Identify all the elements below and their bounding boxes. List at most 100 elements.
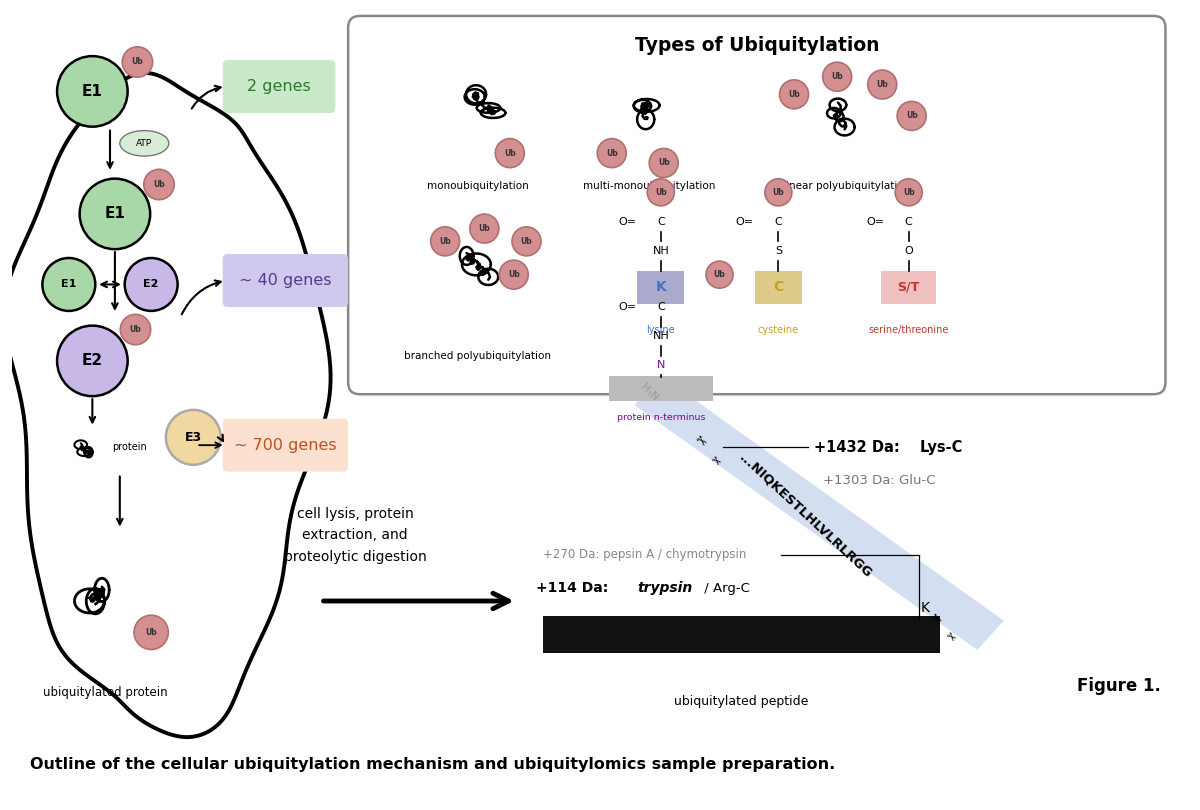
Text: O=: O= bbox=[736, 217, 754, 227]
Circle shape bbox=[120, 314, 151, 345]
Text: E1: E1 bbox=[82, 84, 103, 99]
Circle shape bbox=[496, 139, 524, 168]
Text: +270 Da: pepsin A / chymotrypsin: +270 Da: pepsin A / chymotrypsin bbox=[544, 548, 746, 561]
Text: ATP: ATP bbox=[137, 139, 152, 148]
Circle shape bbox=[166, 410, 221, 465]
Text: Ub: Ub bbox=[130, 325, 142, 334]
Text: S/T: S/T bbox=[898, 281, 920, 294]
Text: NH: NH bbox=[653, 331, 670, 341]
Circle shape bbox=[706, 261, 733, 288]
Circle shape bbox=[431, 227, 460, 256]
Text: cell lysis, protein
extraction, and
proteolytic digestion: cell lysis, protein extraction, and prot… bbox=[283, 506, 426, 564]
Text: Outline of the cellular ubiquitylation mechanism and ubiquitylomics sample prepa: Outline of the cellular ubiquitylation m… bbox=[30, 757, 835, 772]
Text: Ub: Ub bbox=[876, 80, 888, 89]
Circle shape bbox=[898, 101, 926, 130]
Circle shape bbox=[512, 227, 541, 256]
Circle shape bbox=[647, 179, 674, 206]
Text: Ub: Ub bbox=[773, 188, 785, 197]
Text: C: C bbox=[905, 217, 912, 227]
Text: ✂: ✂ bbox=[708, 453, 724, 469]
FancyBboxPatch shape bbox=[544, 616, 940, 653]
Text: ✂: ✂ bbox=[926, 611, 944, 629]
Text: Ub: Ub bbox=[606, 149, 618, 158]
Text: O=: O= bbox=[618, 217, 636, 227]
Ellipse shape bbox=[120, 130, 169, 156]
Text: N: N bbox=[656, 360, 665, 370]
Text: E2: E2 bbox=[82, 353, 103, 369]
Text: Ub: Ub bbox=[508, 271, 520, 279]
Text: 2 genes: 2 genes bbox=[247, 79, 311, 94]
Circle shape bbox=[144, 169, 174, 200]
Text: Ub: Ub bbox=[504, 149, 516, 158]
FancyBboxPatch shape bbox=[348, 16, 1165, 394]
Text: ...NIQKESTLHLVLRLRGG: ...NIQKESTLHLVLRLRGG bbox=[737, 451, 875, 581]
FancyBboxPatch shape bbox=[881, 271, 936, 304]
Text: +1303 Da: Glu-C: +1303 Da: Glu-C bbox=[823, 474, 936, 487]
Circle shape bbox=[79, 179, 150, 249]
Text: +114 Da:: +114 Da: bbox=[536, 582, 613, 595]
Circle shape bbox=[42, 258, 95, 311]
Circle shape bbox=[895, 179, 923, 206]
Text: branched polyubiquitylation: branched polyubiquitylation bbox=[404, 351, 551, 361]
Circle shape bbox=[122, 47, 152, 77]
Text: Types of Ubiquitylation: Types of Ubiquitylation bbox=[635, 36, 880, 55]
Circle shape bbox=[125, 258, 178, 311]
Text: Figure 1.: Figure 1. bbox=[1076, 677, 1160, 695]
Circle shape bbox=[764, 179, 792, 206]
Polygon shape bbox=[635, 376, 1003, 650]
Circle shape bbox=[58, 56, 127, 126]
Text: C: C bbox=[656, 302, 665, 312]
Text: Ub: Ub bbox=[832, 72, 844, 81]
Text: E1: E1 bbox=[104, 207, 125, 221]
Circle shape bbox=[598, 139, 626, 168]
Text: linear polyubiquitylation: linear polyubiquitylation bbox=[784, 181, 911, 191]
Text: E2: E2 bbox=[144, 279, 158, 289]
Text: Ub: Ub bbox=[145, 628, 157, 637]
FancyBboxPatch shape bbox=[223, 419, 348, 471]
Text: O=: O= bbox=[866, 217, 884, 227]
Text: C: C bbox=[774, 217, 782, 227]
Circle shape bbox=[649, 148, 678, 177]
Text: Ub: Ub bbox=[902, 188, 914, 197]
Text: S: S bbox=[775, 246, 782, 256]
FancyBboxPatch shape bbox=[223, 254, 348, 307]
FancyBboxPatch shape bbox=[223, 60, 336, 113]
Circle shape bbox=[58, 326, 127, 396]
Text: ~ 700 genes: ~ 700 genes bbox=[234, 437, 337, 453]
Text: Ub: Ub bbox=[132, 58, 143, 66]
Circle shape bbox=[134, 616, 168, 650]
Text: K: K bbox=[920, 601, 930, 615]
Circle shape bbox=[823, 62, 852, 92]
Text: C: C bbox=[773, 280, 784, 294]
Text: Ub: Ub bbox=[906, 112, 918, 121]
Text: Ub: Ub bbox=[154, 180, 164, 189]
Text: K: K bbox=[655, 280, 666, 294]
Text: protein: protein bbox=[113, 442, 146, 452]
Text: serine/threonine: serine/threonine bbox=[869, 325, 949, 335]
Text: NH: NH bbox=[653, 246, 670, 256]
Text: +1432 Da:: +1432 Da: bbox=[814, 440, 905, 454]
Text: protein n-terminus: protein n-terminus bbox=[617, 413, 706, 422]
Text: Ub: Ub bbox=[658, 159, 670, 168]
Text: C: C bbox=[656, 217, 665, 227]
Text: Ub: Ub bbox=[655, 188, 667, 197]
Text: / Arg-C: / Arg-C bbox=[700, 582, 750, 595]
Text: ✂: ✂ bbox=[943, 629, 959, 646]
Text: trypsin: trypsin bbox=[637, 582, 692, 595]
Text: ~ 40 genes: ~ 40 genes bbox=[239, 273, 331, 288]
Text: multi-monoubiquitylation: multi-monoubiquitylation bbox=[583, 181, 715, 191]
Text: Ub: Ub bbox=[521, 237, 533, 246]
Text: ubiquitylated peptide: ubiquitylated peptide bbox=[674, 696, 809, 709]
Text: O=: O= bbox=[618, 302, 636, 312]
Circle shape bbox=[470, 214, 499, 243]
Text: Lys-C: Lys-C bbox=[919, 440, 962, 454]
Text: E3: E3 bbox=[185, 431, 202, 444]
Text: O: O bbox=[905, 246, 913, 256]
FancyBboxPatch shape bbox=[637, 271, 684, 304]
Circle shape bbox=[499, 260, 528, 289]
FancyBboxPatch shape bbox=[755, 271, 802, 304]
Text: Ub: Ub bbox=[714, 271, 726, 279]
Text: ubiquitylated protein: ubiquitylated protein bbox=[43, 685, 168, 699]
Text: Ub: Ub bbox=[439, 237, 451, 246]
Text: H₃N: H₃N bbox=[638, 382, 660, 403]
